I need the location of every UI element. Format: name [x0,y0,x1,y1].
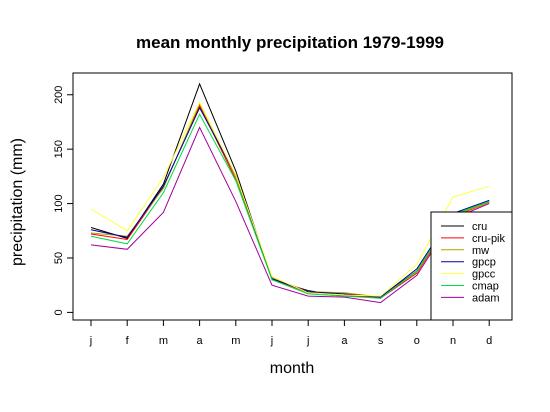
series-line-cru-pik [90,104,490,299]
x-tick-label: d [486,335,492,347]
legend-label: mw [472,245,489,257]
x-tick-label: o [414,335,420,347]
y-tick-label: 50 [53,252,65,264]
plot-frame [72,72,513,321]
x-axis-title: month [270,360,314,377]
x-tick-label: j [89,335,92,347]
y-tick-label: 0 [53,309,65,315]
legend-label: gpcp [472,257,496,269]
series-line-cmap [90,113,490,299]
legend-label: cmap [472,281,499,293]
y-tick-label: 200 [53,86,65,104]
x-tick-label: n [450,335,456,347]
y-axis-title: precipitation (mm) [9,138,26,266]
x-tick-label: j [306,335,309,347]
legend-box [430,211,513,321]
series-lines [90,82,490,304]
x-tick-label: m [231,335,240,347]
y-tick-label: 100 [53,194,65,212]
series-line-mw [90,102,490,298]
x-tick-label: a [197,335,204,347]
legend-label: gpcc [472,269,496,281]
y-axis: 0 50 100 150 200 [53,86,73,315]
legend-label: cru [472,221,487,233]
series-line-cru [90,82,490,298]
legend-label: cru-pik [472,233,506,245]
x-tick-label: m [159,335,168,347]
series-line-gpcp [90,106,490,298]
x-tick-label: f [126,335,130,347]
chart-title: mean monthly precipitation 1979-1999 [136,33,444,52]
y-tick-label: 150 [53,140,65,158]
series-line-adam [90,126,490,304]
series-line-gpcc [90,101,490,297]
x-tick-label: j [270,335,273,347]
legend-label: adam [472,292,500,304]
x-tick-label: a [341,335,348,347]
x-tick-label: s [378,335,384,347]
